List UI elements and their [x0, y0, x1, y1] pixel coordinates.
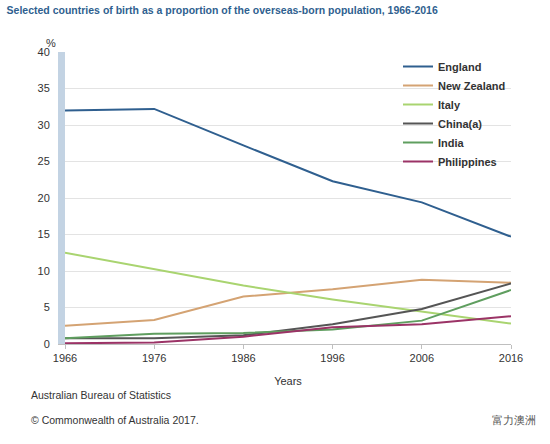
svg-text:0: 0: [44, 338, 50, 350]
svg-text:30: 30: [38, 119, 50, 131]
svg-text:20: 20: [38, 192, 50, 204]
svg-text:1976: 1976: [142, 352, 166, 364]
svg-text:India: India: [438, 137, 465, 149]
svg-text:40: 40: [38, 46, 50, 58]
svg-text:35: 35: [38, 82, 50, 94]
svg-text:2006: 2006: [410, 352, 434, 364]
svg-text:富力澳洲: 富力澳洲: [492, 414, 536, 426]
svg-text:2016: 2016: [499, 352, 523, 364]
svg-text:Philippines: Philippines: [438, 156, 497, 168]
svg-text:Selected countries of birth as: Selected countries of birth as a proport…: [7, 4, 438, 16]
svg-text:25: 25: [38, 155, 50, 167]
svg-text:1986: 1986: [231, 352, 255, 364]
svg-text:1966: 1966: [53, 352, 77, 364]
svg-text:China(a): China(a): [438, 118, 482, 130]
svg-text:1996: 1996: [320, 352, 344, 364]
svg-text:Years: Years: [274, 375, 302, 387]
svg-text:© Commonwealth of Australia 20: © Commonwealth of Australia 2017.: [31, 414, 199, 426]
svg-text:New Zealand: New Zealand: [438, 80, 505, 92]
svg-text:England: England: [438, 61, 481, 73]
svg-text:5: 5: [44, 301, 50, 313]
svg-text:Australian Bureau of Statistic: Australian Bureau of Statistics: [31, 389, 171, 401]
svg-text:10: 10: [38, 265, 50, 277]
svg-text:Italy: Italy: [438, 99, 461, 111]
svg-text:15: 15: [38, 228, 50, 240]
svg-text:%: %: [46, 37, 56, 49]
